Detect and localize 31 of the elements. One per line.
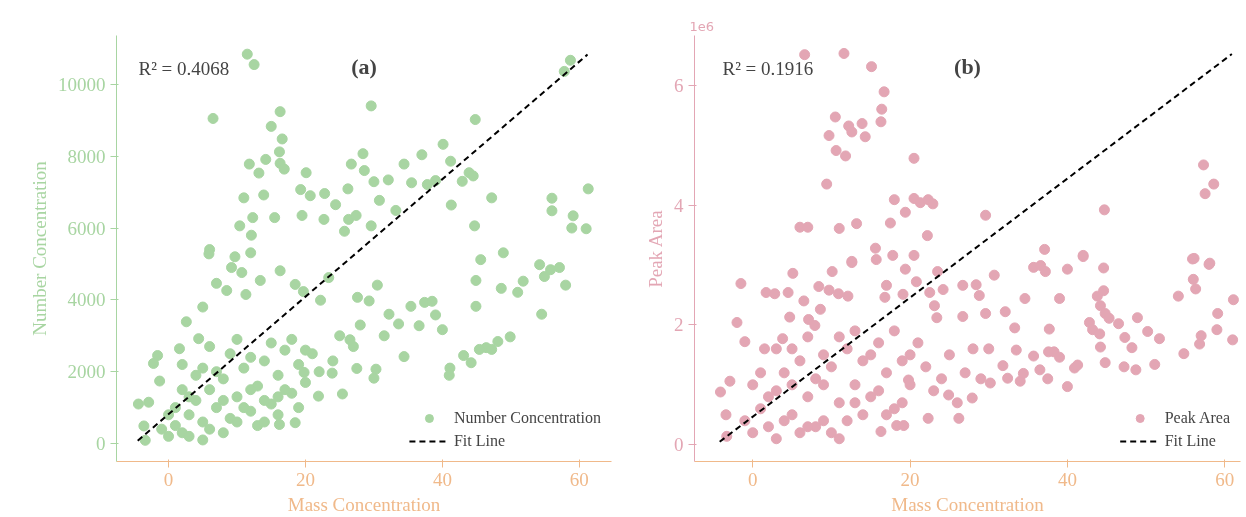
text: (b): [954, 53, 981, 79]
x-axis-title: Mass Concentration: [287, 493, 441, 515]
y-tick-label: 10000: [58, 73, 106, 95]
y-tick-label: 6000: [67, 217, 106, 239]
y-tick-label: 4: [674, 194, 684, 216]
y-tick-label: 0: [674, 434, 684, 456]
text: 1e6: [689, 18, 715, 34]
x-tick-label: 0: [163, 468, 174, 490]
x-tick-label: 60: [569, 468, 589, 490]
y-axis-title: Peak Area: [645, 209, 666, 288]
y-tick-label: 2: [674, 314, 684, 336]
annotation: R² = 0.1916: [722, 57, 814, 79]
y-tick-label: 6: [674, 74, 684, 96]
legend-label: Fit Line: [1164, 432, 1216, 450]
x-axis-title: Mass Concentration: [891, 493, 1045, 515]
annotation: R² = 0.4068: [138, 57, 230, 79]
x-tick-label: 0: [747, 468, 758, 490]
x-tick-label: 20: [900, 468, 920, 490]
legend-label: Peak Area: [1164, 409, 1230, 427]
x-tick-label: 40: [432, 468, 452, 490]
y-tick-label: 8000: [67, 145, 106, 167]
x-tick-label: 60: [1215, 468, 1235, 490]
legend-label: Fit Line: [453, 432, 506, 450]
x-tick-label: 40: [1057, 468, 1077, 490]
y-tick-label: 4000: [67, 289, 106, 311]
y-tick-label: 0: [96, 433, 106, 455]
x-tick-label: 20: [295, 468, 315, 490]
y-axis-title: Number Concentration: [29, 160, 50, 336]
y-tick-label: 2000: [67, 361, 106, 383]
legend-label: Number Concentration: [453, 409, 601, 427]
text: (a): [351, 53, 377, 79]
